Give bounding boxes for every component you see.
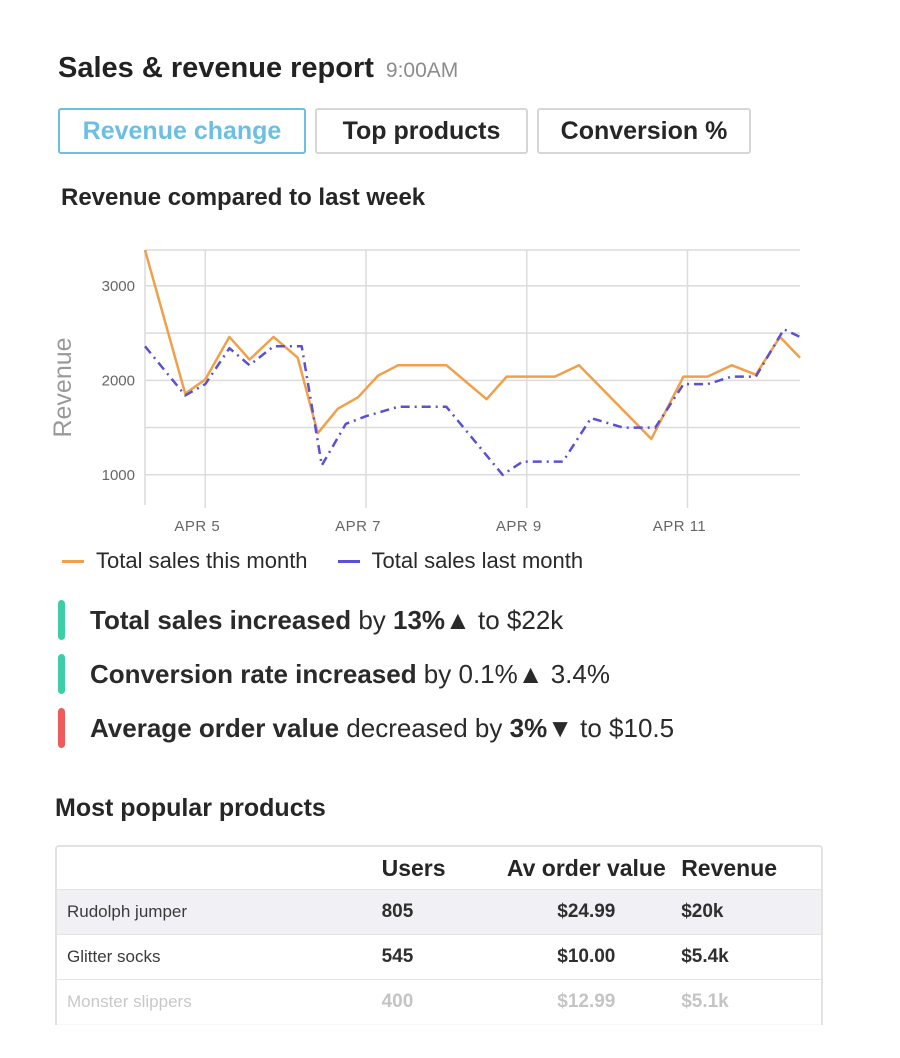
- highlight-aov: Average order value decreased by 3%▼ to …: [58, 708, 674, 748]
- highlight-text: to $22k: [470, 604, 564, 635]
- highlight-text: decreased by: [339, 712, 510, 743]
- status-bar-red: [58, 708, 65, 748]
- col-header-aov: Av order value: [506, 854, 666, 881]
- product-name: Monster slippers: [67, 992, 192, 1011]
- report-header: Sales & revenue report 9:00AM: [58, 52, 458, 85]
- x-tick-label: APR 7: [335, 518, 381, 535]
- table-row[interactable]: Glitter socks 545 $10.00 $5.4k: [57, 935, 821, 980]
- product-revenue: $5.4k: [681, 946, 729, 967]
- product-aov: $12.99: [557, 991, 616, 1012]
- highlight-text: by: [351, 604, 394, 635]
- x-tick-label: APR 11: [653, 518, 707, 535]
- legend-swatch-purple: [337, 559, 360, 563]
- product-revenue: $5.1k: [681, 991, 729, 1012]
- y-tick-label: 3000: [102, 278, 135, 295]
- legend-label-this-month: Total sales this month: [96, 548, 308, 573]
- legend-item-last-month: Total sales last month: [337, 548, 584, 574]
- highlight-conversion: Conversion rate increased by 0.1% ▲ 3.4%: [58, 654, 674, 694]
- highlight-text: ▲ 3.4%: [517, 658, 610, 689]
- product-revenue: $20k: [681, 901, 724, 922]
- product-aov: $10.00: [557, 946, 616, 967]
- highlight-label: Average order value: [90, 712, 340, 743]
- chart-legend: Total sales this month Total sales last …: [62, 548, 613, 574]
- status-bar-green: [58, 654, 65, 694]
- col-header-revenue: Revenue: [681, 854, 778, 881]
- chart-title: Revenue compared to last week: [61, 184, 426, 211]
- revenue-line-chart: 1000 2000 3000 APR 5 APR 7 APR 9 APR 11 Revenue: [49, 249, 801, 535]
- series-line-this-month: [143, 249, 801, 441]
- product-users: 805: [381, 901, 414, 922]
- highlight-total-sales: Total sales increased by 13%▲ to $22k: [58, 600, 674, 640]
- product-users: 545: [381, 946, 414, 967]
- product-name: Rudolph jumper: [67, 902, 188, 921]
- x-tick-label: APR 5: [174, 518, 220, 535]
- products-title: Most popular products: [55, 794, 326, 822]
- products-table: Users Av order value Revenue Rudolph jum…: [55, 845, 823, 1025]
- y-axis-label: Revenue: [49, 337, 77, 437]
- highlight-text: to $10.5: [572, 712, 675, 743]
- highlight-value: 3%▼: [509, 712, 573, 743]
- y-tick-label: 1000: [102, 467, 135, 484]
- legend-label-last-month: Total sales last month: [371, 548, 584, 573]
- report-tabs: Revenue change Top products Conversion %: [58, 108, 760, 154]
- product-users: 400: [381, 991, 414, 1012]
- tab-top-products[interactable]: Top products: [315, 108, 528, 154]
- product-aov: $24.99: [557, 901, 616, 922]
- x-tick-label: APR 9: [496, 518, 542, 535]
- series-line-last-month: [144, 328, 801, 477]
- col-header-users: Users: [381, 854, 446, 881]
- table-header: Users Av order value Revenue: [57, 847, 821, 890]
- legend-item-this-month: Total sales this month: [62, 548, 308, 574]
- tab-conversion[interactable]: Conversion %: [537, 108, 751, 154]
- page-title: Sales & revenue report: [58, 52, 374, 84]
- tab-revenue-change[interactable]: Revenue change: [58, 108, 306, 154]
- y-tick-label: 2000: [102, 372, 135, 389]
- highlight-label: Conversion rate increased: [90, 658, 417, 689]
- highlight-value: 13%▲: [393, 604, 471, 635]
- table-row[interactable]: Rudolph jumper 805 $24.99 $20k: [57, 890, 821, 935]
- table-row[interactable]: Monster slippers 400 $12.99 $5.1k: [57, 980, 821, 1025]
- product-name: Glitter socks: [67, 947, 161, 966]
- report-time: 9:00AM: [385, 59, 459, 82]
- highlights-list: Total sales increased by 13%▲ to $22k Co…: [58, 600, 674, 762]
- status-bar-green: [58, 600, 65, 640]
- legend-swatch-orange: [62, 559, 84, 563]
- highlight-text: by 0.1%: [416, 658, 518, 689]
- highlight-label: Total sales increased: [90, 604, 352, 635]
